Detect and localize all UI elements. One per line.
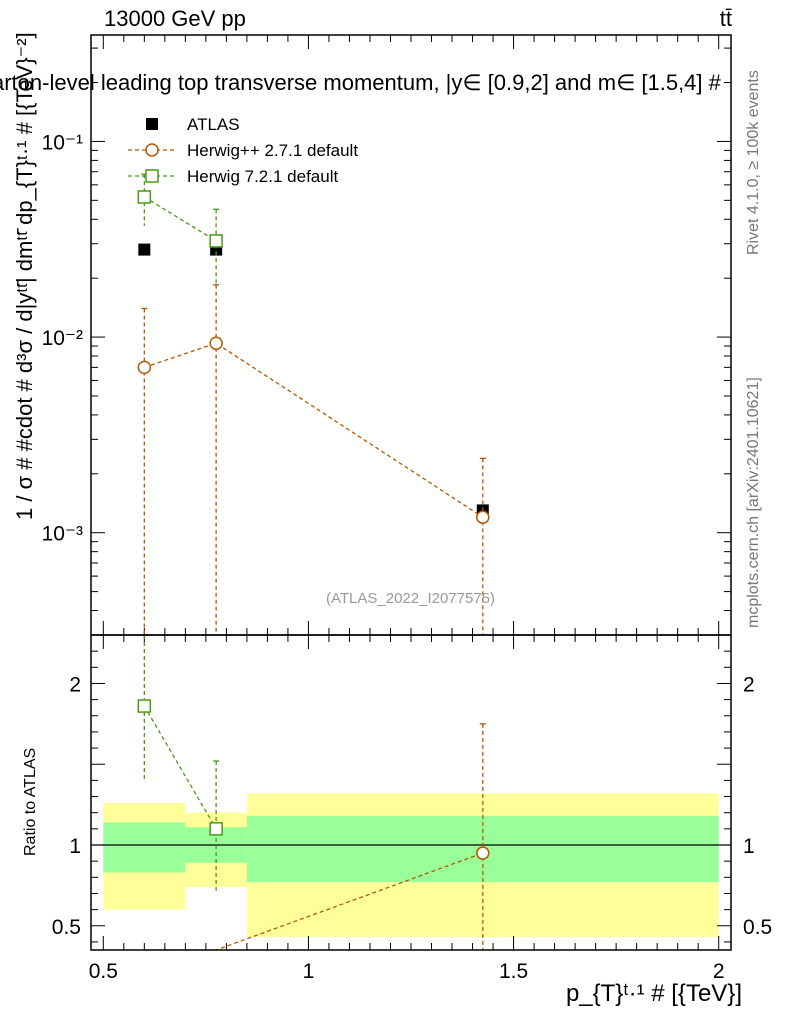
- ratio-y-tick-label-right: 2: [743, 673, 755, 696]
- x-tick-label: 1: [303, 960, 315, 983]
- herwig-7-2-1-default-point-1: [209, 822, 223, 836]
- legend-label-herwig-7-2-1-default: Herwig 7.2.1 default: [187, 167, 338, 186]
- herwig-2-7-1-default-point-1: [209, 336, 223, 350]
- atlas-point-0: [138, 243, 151, 256]
- legend-label-herwig-2-7-1-default: Herwig++ 2.7.1 default: [187, 141, 358, 160]
- x-tick-label: 1.5: [499, 960, 528, 983]
- plot-title-tail2: ∈ [1.5,4] #: [616, 70, 721, 95]
- ratio-y-tick-label: 2: [69, 673, 81, 696]
- herwig-7-2-1-default-point-1: [209, 234, 223, 248]
- main-y-tick-label: 10⁻¹: [42, 131, 83, 154]
- herwig-2-7-1-default-point-2: [476, 846, 490, 860]
- ratio-y-tick-label: 0.5: [52, 916, 81, 939]
- main-y-tick-label: 10⁻³: [42, 523, 83, 546]
- stat-uncertainty-band-0: [103, 822, 186, 873]
- main-panel-ticks: 10⁻¹ 10⁻² 10⁻³: [42, 35, 731, 636]
- ratio-y-tick-label-right: 0.5: [743, 916, 772, 939]
- ratio-y-tick-label: 1: [69, 835, 81, 858]
- legend-marker-herwig-7-2-1-default: [145, 169, 159, 183]
- herwig-2-7-1-default-line: [144, 342, 484, 518]
- herwig-2-7-1-default-point-0: [137, 360, 152, 375]
- main-y-tick-label: 10⁻²: [42, 327, 83, 350]
- herwig-7-2-1-default-point-0: [137, 699, 152, 713]
- ratio-panel-frame: [90, 634, 732, 951]
- plot-title: arton-level leading top transverse momen…: [0, 70, 721, 96]
- legend: ATLAS Herwig++ 2.7.1 default Herwig 7.2.1 …: [128, 115, 358, 186]
- legend-marker-atlas: [146, 118, 158, 130]
- plot-title-main: arton-level leading top transverse momen…: [0, 70, 463, 95]
- main-panel-series: [137, 173, 490, 635]
- x-tick-label: 2: [713, 960, 725, 983]
- energy-label: 13000 GeV pp: [104, 6, 246, 31]
- analysis-watermark: (ATLAS_2022_I2077575): [326, 590, 496, 607]
- plot-title-tail: ∈ [0.9,2] and m: [462, 70, 617, 95]
- x-axis-label: p_{T}ᵗ·¹ # [{TeV}]: [565, 980, 742, 1007]
- herwig-7-2-1-default-point-0: [137, 190, 152, 204]
- ratio-panel-ticks: 0.5 1 1.5 2 0.5 0.5 1 1 2 2: [52, 634, 772, 983]
- herwig-7-2-1-default-line: [143, 705, 217, 830]
- x-tick-label: 0.5: [89, 960, 118, 983]
- herwig-2-7-1-default-point-2: [476, 510, 490, 524]
- herwig-7-2-1-default-line: [143, 196, 217, 242]
- process-label: tt̄: [719, 6, 732, 31]
- legend-label-atlas: ATLAS: [187, 115, 240, 134]
- ratio-y-tick-label-right: 1: [743, 835, 755, 858]
- ratio-uncertainty-bands: [91, 793, 731, 938]
- legend-marker-herwig-2-7-1-default: [145, 143, 159, 157]
